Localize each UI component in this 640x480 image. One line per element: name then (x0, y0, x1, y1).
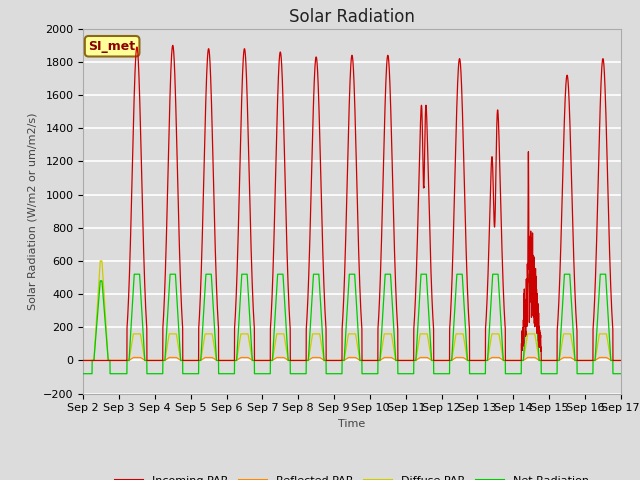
Title: Solar Radiation: Solar Radiation (289, 8, 415, 26)
Reflected PAR (616, 358, 624, 363)
Reflected PAR (443, 358, 451, 363)
Y-axis label: Solar Radiation (W/m2 or um/m2/s): Solar Radiation (W/m2 or um/m2/s) (28, 112, 37, 310)
Reflected PAR (332, 358, 340, 363)
Text: SI_met: SI_met (88, 40, 136, 53)
Net Radiation (503, 371, 511, 377)
Net Radiation (176, 346, 184, 352)
Net Radiation (131, 271, 138, 277)
X-axis label: Time: Time (339, 419, 365, 429)
Diffuse PAR (79, 358, 87, 363)
Incoming PAR (443, 358, 451, 363)
Reflected PAR (617, 358, 625, 363)
Diffuse PAR (176, 353, 184, 359)
Diffuse PAR (97, 258, 104, 264)
Incoming PAR (332, 358, 340, 363)
Incoming PAR (79, 358, 87, 363)
Diffuse PAR (472, 358, 480, 363)
Legend: Incoming PAR, Reflected PAR, Diffuse PAR, Net Radiation: Incoming PAR, Reflected PAR, Diffuse PAR… (111, 471, 593, 480)
Incoming PAR (176, 262, 184, 267)
Net Radiation (443, 371, 451, 377)
Diffuse PAR (443, 358, 451, 363)
Reflected PAR (129, 355, 137, 360)
Net Radiation (472, 371, 480, 377)
Incoming PAR (616, 358, 624, 363)
Reflected PAR (503, 358, 511, 363)
Incoming PAR (503, 358, 511, 363)
Net Radiation (79, 371, 87, 377)
Diffuse PAR (332, 358, 340, 363)
Diffuse PAR (503, 358, 511, 363)
Line: Reflected PAR: Reflected PAR (83, 358, 621, 360)
Net Radiation (617, 371, 625, 377)
Line: Net Radiation: Net Radiation (83, 274, 621, 374)
Reflected PAR (79, 358, 87, 363)
Reflected PAR (176, 357, 184, 363)
Reflected PAR (472, 358, 480, 363)
Incoming PAR (472, 358, 480, 363)
Net Radiation (616, 371, 624, 377)
Net Radiation (332, 371, 340, 377)
Diffuse PAR (616, 358, 624, 363)
Incoming PAR (169, 43, 177, 48)
Line: Incoming PAR: Incoming PAR (83, 46, 621, 360)
Line: Diffuse PAR: Diffuse PAR (83, 261, 621, 360)
Diffuse PAR (617, 358, 625, 363)
Incoming PAR (617, 358, 625, 363)
